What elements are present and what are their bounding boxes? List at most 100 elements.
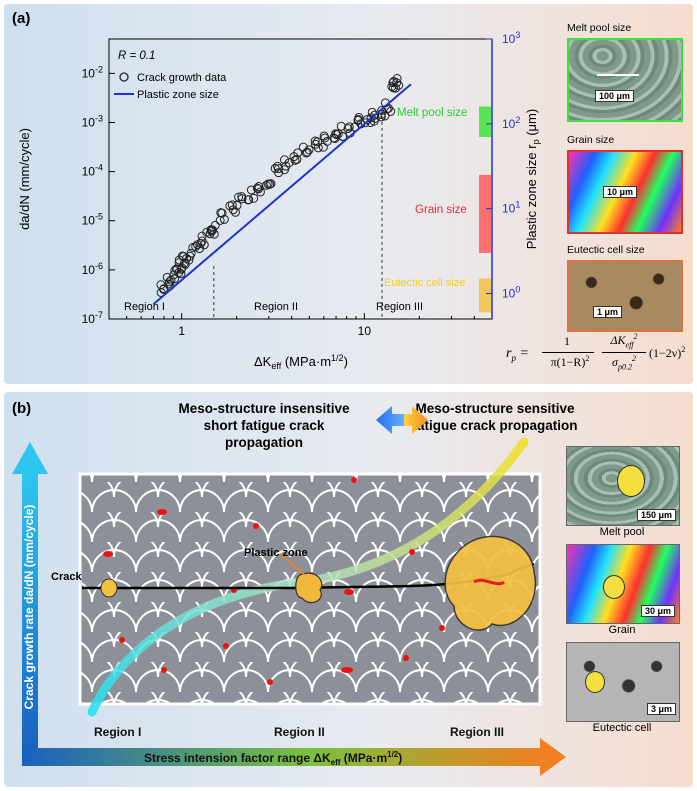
- y2-tick-label: 100: [502, 284, 520, 300]
- legend-crack-data: Crack growth data: [137, 72, 227, 84]
- band-label-grain: Grain size: [415, 204, 467, 216]
- data-point: [344, 122, 354, 132]
- plastic-zone-medium: [295, 572, 323, 604]
- data-point: [263, 179, 273, 189]
- data-point: [246, 185, 256, 195]
- plastic-zone-pointer: [279, 553, 305, 575]
- arrow-right-icon: [404, 406, 428, 434]
- y-tick-label: 10-3: [82, 113, 103, 129]
- data-point: [377, 105, 387, 115]
- micrograph-b-grain: 30 μm: [566, 544, 680, 624]
- micrograph-melt-pool: 100 μm: [567, 38, 683, 122]
- scale-bar-100um: 100 μm: [595, 90, 635, 102]
- region-b-2: Region II: [274, 725, 325, 739]
- data-point: [292, 154, 302, 164]
- legend-circle-marker: [119, 72, 129, 82]
- crack-growth-chart: 1 10 10-7 10-6 10-5 10-4 10-3 10-2 100 101 102 10…: [17, 30, 541, 371]
- data-point: [210, 220, 220, 230]
- data-point: [252, 183, 262, 193]
- panel-b: (b) Meso-structure insensitive short fat…: [4, 392, 693, 787]
- y-tick-label: 10-7: [82, 310, 103, 326]
- scale-bar-10um: 10 μm: [603, 186, 638, 198]
- x-axis-label: ΔKeff (MPa·m1/2): [254, 353, 348, 371]
- scale-bar-3um: 3 μm: [647, 703, 677, 715]
- heading-insensitive: Meso-structure insensitive short fatigue…: [178, 401, 350, 450]
- panel-a: (a) 1 10 10-7 10-6 10-5 10-4 10-3 10-2 100 101 1…: [4, 4, 693, 384]
- y2-tick-label: 102: [502, 115, 520, 131]
- data-point: [369, 116, 379, 126]
- y-axis-arrowhead-icon: [12, 442, 48, 474]
- data-point: [219, 214, 229, 224]
- y-tick-label: 10-4: [82, 163, 103, 179]
- y2-tick-label: 103: [502, 30, 520, 46]
- x-tick-label: 1: [178, 324, 185, 338]
- data-point: [216, 208, 226, 218]
- data-point: [249, 193, 259, 203]
- data-point: [254, 184, 264, 194]
- y-tick-label: 10-2: [82, 64, 103, 80]
- region-3-label: Region III: [376, 301, 423, 313]
- panel-a-label: (a): [12, 10, 31, 27]
- eutectic-particles: [103, 477, 445, 685]
- data-point: [343, 124, 353, 134]
- data-point: [318, 142, 328, 152]
- data-point: [169, 270, 179, 280]
- data-point: [230, 207, 240, 217]
- region-1-label: Region I: [124, 301, 165, 313]
- y2-tick-label: 101: [502, 200, 520, 216]
- plastic-zone-formula: rp = 1 π(1−R)2 ΔKeff2 σp0.22 (1−2ν)2: [506, 332, 686, 372]
- plastic-zone-large: [444, 535, 537, 631]
- data-point: [392, 74, 402, 84]
- plastic-zone-small: [100, 578, 118, 598]
- micro-title-melt-pool: Melt pool size: [567, 22, 632, 34]
- crack-label: Crack: [51, 571, 82, 583]
- data-point: [313, 137, 323, 147]
- y-tick-label: 10-6: [82, 261, 103, 277]
- micrograph-grain: 10 μm: [567, 150, 683, 234]
- data-point: [234, 192, 244, 202]
- data-point: [182, 253, 192, 263]
- x-tick-label: 10: [358, 324, 372, 338]
- panel-b-label: (b): [12, 400, 32, 417]
- region-b-3: Region III: [450, 725, 504, 739]
- y-tick-label: 10-5: [82, 212, 103, 228]
- x-axis-arrowhead-icon: [540, 738, 566, 776]
- schematic-diagram: Crack growth rate da/dN (mm/cycle) Stres…: [12, 406, 566, 776]
- plastic-zone-label: Plastic zone: [244, 547, 308, 559]
- data-point: [179, 258, 189, 268]
- region-2-label: Region II: [254, 301, 298, 313]
- data-point: [232, 200, 242, 210]
- band-label-eutectic: Eutectic cell size: [384, 277, 465, 289]
- data-point: [199, 240, 209, 250]
- y-axis-arrow: [22, 472, 38, 752]
- r-value-annotation: R = 0.1: [118, 50, 155, 62]
- data-point: [304, 145, 314, 155]
- data-point: [338, 131, 348, 141]
- data-point: [370, 110, 380, 120]
- data-point: [225, 201, 235, 211]
- arrow-left-icon: [376, 406, 404, 434]
- y-axis-label: da/dN (mm/cycle): [17, 128, 32, 230]
- micro-title-grain: Grain size: [567, 134, 615, 146]
- data-point: [293, 148, 303, 158]
- scale-bar-1um: 1 μm: [593, 306, 623, 318]
- data-point: [184, 255, 194, 265]
- band-label-melt-pool: Melt pool size: [397, 107, 467, 119]
- data-point: [354, 112, 364, 122]
- x-axis-arrow: [22, 748, 542, 766]
- heading-sensitive: Meso-structure sensitive fatigue crack p…: [412, 401, 578, 433]
- data-point: [280, 165, 290, 175]
- data-point: [333, 129, 343, 139]
- y2-axis-label: Plastic zone size rp (μm): [524, 109, 541, 249]
- data-point: [302, 147, 312, 157]
- plastic-zone-line: [152, 83, 412, 305]
- micro-title-eutectic: Eutectic cell size: [567, 244, 645, 256]
- scale-bar-150um: 150 μm: [637, 509, 677, 521]
- data-point: [209, 229, 219, 239]
- label-melt-pool: Melt pool: [599, 526, 645, 538]
- micrograph-eutectic: 1 μm: [567, 260, 683, 332]
- data-point: [186, 248, 196, 258]
- size-band-1: [479, 174, 491, 253]
- data-point: [270, 163, 280, 173]
- data-point: [191, 241, 201, 251]
